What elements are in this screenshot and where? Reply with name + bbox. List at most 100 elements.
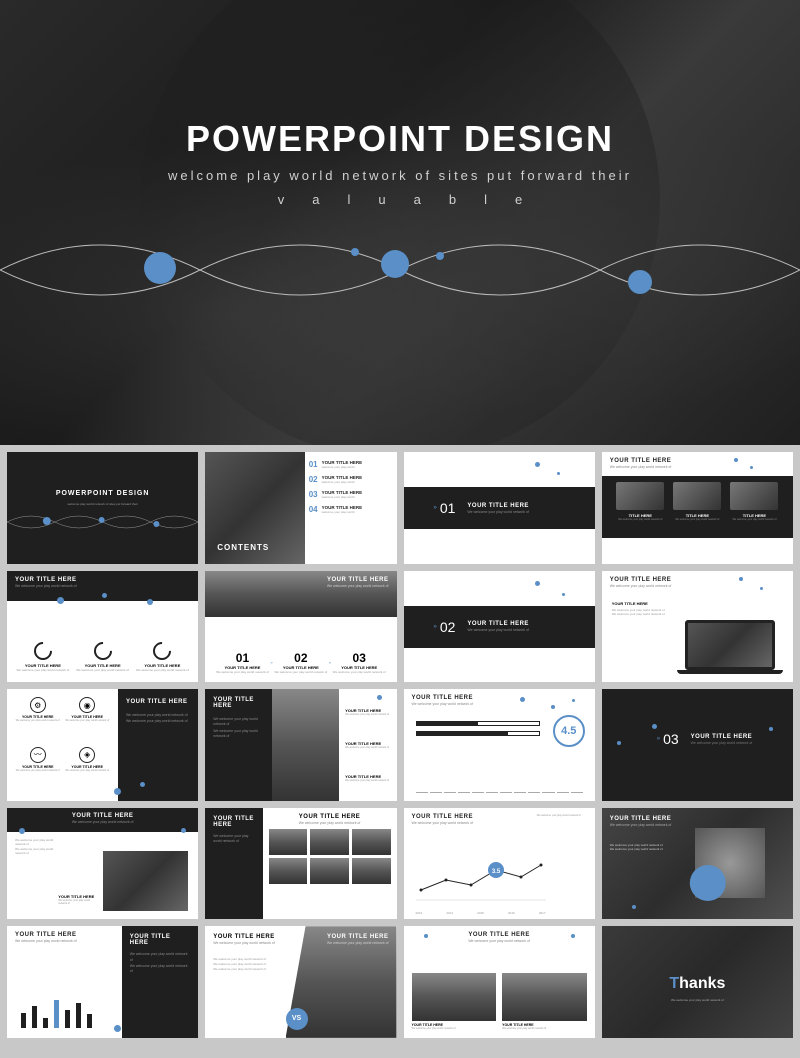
- dot-icon: [57, 597, 64, 604]
- icon-item: ◈YOUR TITLE HEREWe welcome your play wor…: [64, 747, 109, 793]
- bar-chart: [21, 998, 92, 1028]
- text-item: YOUR TITLE HEREWe welcome your play worl…: [345, 708, 390, 716]
- dot-icon: [750, 466, 753, 469]
- thumb-three-photo[interactable]: YOUR TITLE HERE We welcome your play wor…: [602, 452, 793, 564]
- dot-icon: [562, 593, 565, 596]
- section-number: 02: [440, 619, 456, 635]
- hero-subtitle-2: valuable: [0, 192, 800, 207]
- dot-icon: [571, 934, 575, 938]
- dot-icon: [424, 934, 428, 938]
- thumb-split-photo[interactable]: YOUR TITLE HERE We welcome your play wor…: [205, 689, 396, 801]
- arrow-icon: »: [271, 660, 273, 665]
- thumb-three-rings[interactable]: YOUR TITLE HERE We welcome your play wor…: [7, 571, 198, 683]
- num-item: 03YOUR TITLE HEREWe welcome your play wo…: [333, 651, 386, 674]
- dark-side: YOUR TITLE HERE We welcome your play wor…: [122, 926, 199, 1038]
- hero-wave-graphic: [0, 210, 800, 330]
- dot-icon: [102, 593, 107, 598]
- thumb-two-photo[interactable]: YOUR TITLE HERE We welcome your play wor…: [404, 926, 595, 1038]
- icon-item: ◉YOUR TITLE HEREWe welcome your play wor…: [64, 697, 109, 743]
- photo-card: YOUR TITLE HERE We welcome your play wor…: [502, 973, 587, 1030]
- vs-badge: VS: [286, 1008, 308, 1030]
- thumb-thanks[interactable]: Thanks We welcome your play world networ…: [602, 926, 793, 1038]
- contents-label: CONTENTS: [217, 543, 269, 552]
- mini-title: POWERPOINT DESIGN: [7, 490, 198, 497]
- contents-list: 01YOUR TITLE HEREwelcome your play world…: [305, 452, 397, 564]
- section-bar: » 02 YOUR TITLE HERE We welcome your pla…: [404, 606, 595, 648]
- dot-icon: [181, 828, 186, 833]
- grid-photo: [352, 829, 391, 855]
- text-item: YOUR TITLE HEREWe welcome your play worl…: [345, 741, 390, 749]
- mini-wave: [7, 507, 198, 537]
- dot-icon: [632, 905, 636, 909]
- wave-icon: 〰: [30, 747, 46, 763]
- thumb-line-chart[interactable]: YOUR TITLE HERE We welcome your play wor…: [404, 808, 595, 920]
- contents-image: CONTENTS: [205, 452, 304, 564]
- slide-header: YOUR TITLE HERE We welcome your play wor…: [412, 814, 474, 825]
- dot-icon: [535, 462, 540, 467]
- photo: [103, 851, 188, 911]
- dot-icon: [739, 577, 743, 581]
- photo-card: TITLE HEREWe welcome your play world net…: [673, 482, 721, 521]
- slide-header: YOUR TITLE HERE We welcome your play wor…: [610, 577, 672, 588]
- dot-icon: [535, 581, 540, 586]
- dot-icon: [520, 697, 525, 702]
- contents-item: 02YOUR TITLE HEREwelcome your play world: [309, 475, 389, 484]
- dot-icon: [19, 828, 25, 834]
- thumb-photo-caption[interactable]: YOUR TITLE HERE We welcome your play wor…: [7, 808, 198, 920]
- ring-item: YOUR TITLE HEREWe welcome your play worl…: [135, 642, 189, 672]
- contents-item: 03YOUR TITLE HEREwelcome your play world: [309, 490, 389, 499]
- slide-thumbnail-grid: POWERPOINT DESIGN welcome play world net…: [0, 445, 800, 1045]
- text-item: YOUR TITLE HEREWe welcome your play worl…: [345, 774, 390, 782]
- thumb-rating[interactable]: YOUR TITLE HERE We welcome your play wor…: [404, 689, 595, 801]
- dark-header: YOUR TITLE HERE We welcome your play wor…: [7, 808, 198, 832]
- grid-photo: [352, 858, 391, 884]
- thumb-vs[interactable]: YOUR TITLE HERE We welcome your play wor…: [205, 926, 396, 1038]
- contents-item: 01YOUR TITLE HEREwelcome your play world: [309, 460, 389, 469]
- hero-slide: POWERPOINT DESIGN welcome play world net…: [0, 0, 800, 445]
- grid-photo: [269, 829, 308, 855]
- contents-item: 04YOUR TITLE HEREwelcome your play world: [309, 505, 389, 514]
- dot-icon: [557, 472, 560, 475]
- compass-icon: ◈: [79, 747, 95, 763]
- svg-text:3.5: 3.5: [491, 869, 500, 875]
- section-number: 01: [440, 500, 456, 516]
- thumb-section-01[interactable]: » 01 YOUR TITLE HERE We welcome your pla…: [404, 452, 595, 564]
- thumb-photo-numbers[interactable]: YOUR TITLE HERE We welcome your play wor…: [205, 571, 396, 683]
- slide-header: YOUR TITLE HERE We welcome your play wor…: [610, 458, 672, 469]
- thumb-grid-photos[interactable]: YOUR TITLE HERE We welcome your play wor…: [205, 808, 396, 920]
- icon-item: 〰YOUR TITLE HEREWe welcome your play wor…: [15, 747, 60, 793]
- globe-icon: ◉: [79, 697, 95, 713]
- dot-icon: [760, 587, 763, 590]
- mini-sub: welcome play world network of sites put …: [7, 502, 198, 506]
- dot-icon: [377, 695, 382, 700]
- arrow-icon: »: [434, 624, 437, 630]
- grid-photo: [310, 858, 349, 884]
- slide-header: YOUR TITLE HERE We welcome your play wor…: [15, 932, 77, 943]
- thumb-laptop[interactable]: YOUR TITLE HERE We welcome your play wor…: [602, 571, 793, 683]
- slide-header: YOUR TITLE HERE We welcome your play wor…: [404, 932, 595, 943]
- dot-icon: [147, 599, 153, 605]
- thumb-person-callout[interactable]: YOUR TITLE HERE We welcome your play wor…: [602, 808, 793, 920]
- arrow-icon: »: [434, 505, 437, 511]
- thumb-section-02[interactable]: » 02 YOUR TITLE HERE We welcome your pla…: [404, 571, 595, 683]
- hero-subtitle: welcome play world network of sites put …: [0, 168, 800, 183]
- thumb-four-icons[interactable]: YOUR TITLE HERE We welcome your play wor…: [7, 689, 198, 801]
- grid-photo: [310, 829, 349, 855]
- thumb-title-slide[interactable]: POWERPOINT DESIGN welcome play world net…: [7, 452, 198, 564]
- dark-side: YOUR TITLE HERE We welcome your play wor…: [118, 689, 198, 801]
- ring-item: YOUR TITLE HEREWe welcome your play worl…: [16, 642, 70, 672]
- dark-side: YOUR TITLE HERE We welcome your play wor…: [205, 808, 262, 920]
- dot-icon: [551, 705, 555, 709]
- laptop-mockup: [685, 620, 775, 674]
- line-chart: 3.5: [416, 855, 546, 905]
- rating-circle: 4.5: [553, 715, 585, 747]
- slide-header: YOUR TITLE HERE We welcome your play wor…: [412, 695, 474, 706]
- ring-item: YOUR TITLE HEREWe welcome your play worl…: [76, 642, 130, 672]
- thumb-contents[interactable]: CONTENTS 01YOUR TITLE HEREwelcome your p…: [205, 452, 396, 564]
- thumb-bar-chart[interactable]: YOUR TITLE HERE We welcome your play wor…: [7, 926, 198, 1038]
- dark-side: YOUR TITLE HERE We welcome your play wor…: [205, 689, 272, 801]
- text-block: YOUR TITLE HERE We welcome your play wor…: [612, 601, 672, 616]
- hero-title: POWERPOINT DESIGN: [0, 118, 800, 160]
- callout-circle: [690, 865, 726, 901]
- thumb-section-03[interactable]: » 03 YOUR TITLE HERE We welcome your pla…: [602, 689, 793, 801]
